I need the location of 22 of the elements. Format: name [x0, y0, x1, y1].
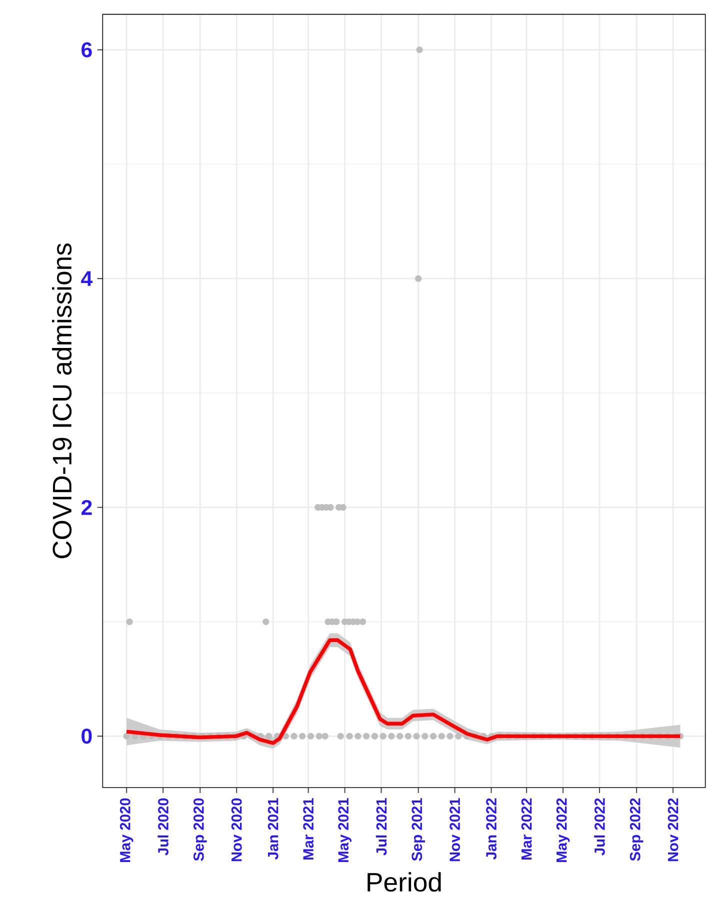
x-tick-label: Jan 2022 — [486, 798, 496, 860]
x-tick-label: Sep 2021 — [412, 798, 425, 861]
x-tick-label: Jul 2020 — [158, 798, 168, 856]
x-tick-label: Mar 2022 — [521, 798, 532, 860]
x-tick-label: Nov 2022 — [668, 798, 678, 862]
y-tick-label: 0 — [82, 728, 92, 744]
x-tick-label: May 2021 — [338, 798, 352, 862]
x-tick-label: Nov 2021 — [450, 798, 460, 862]
x-tick-label: Jul 2022 — [594, 798, 605, 856]
y-tick-label: 4 — [81, 271, 93, 286]
x-axis-title: Period — [368, 872, 441, 892]
x-tick-label: Jul 2021 — [376, 798, 387, 856]
x-tick-label: May 2020 — [120, 798, 134, 862]
x-tick-label: Sep 2020 — [193, 798, 207, 861]
x-tick-label: Nov 2020 — [231, 798, 242, 862]
x-tick-label: May 2022 — [556, 798, 570, 862]
x-tick-label: Mar 2021 — [303, 798, 314, 860]
y-tick-label: 2 — [81, 500, 92, 515]
y-tick-label: 6 — [82, 42, 92, 58]
x-tick-label: Sep 2022 — [630, 798, 644, 861]
y-axis-title: COVID-19 ICU admissions — [52, 243, 72, 558]
x-tick-label: Jan 2021 — [268, 798, 278, 860]
